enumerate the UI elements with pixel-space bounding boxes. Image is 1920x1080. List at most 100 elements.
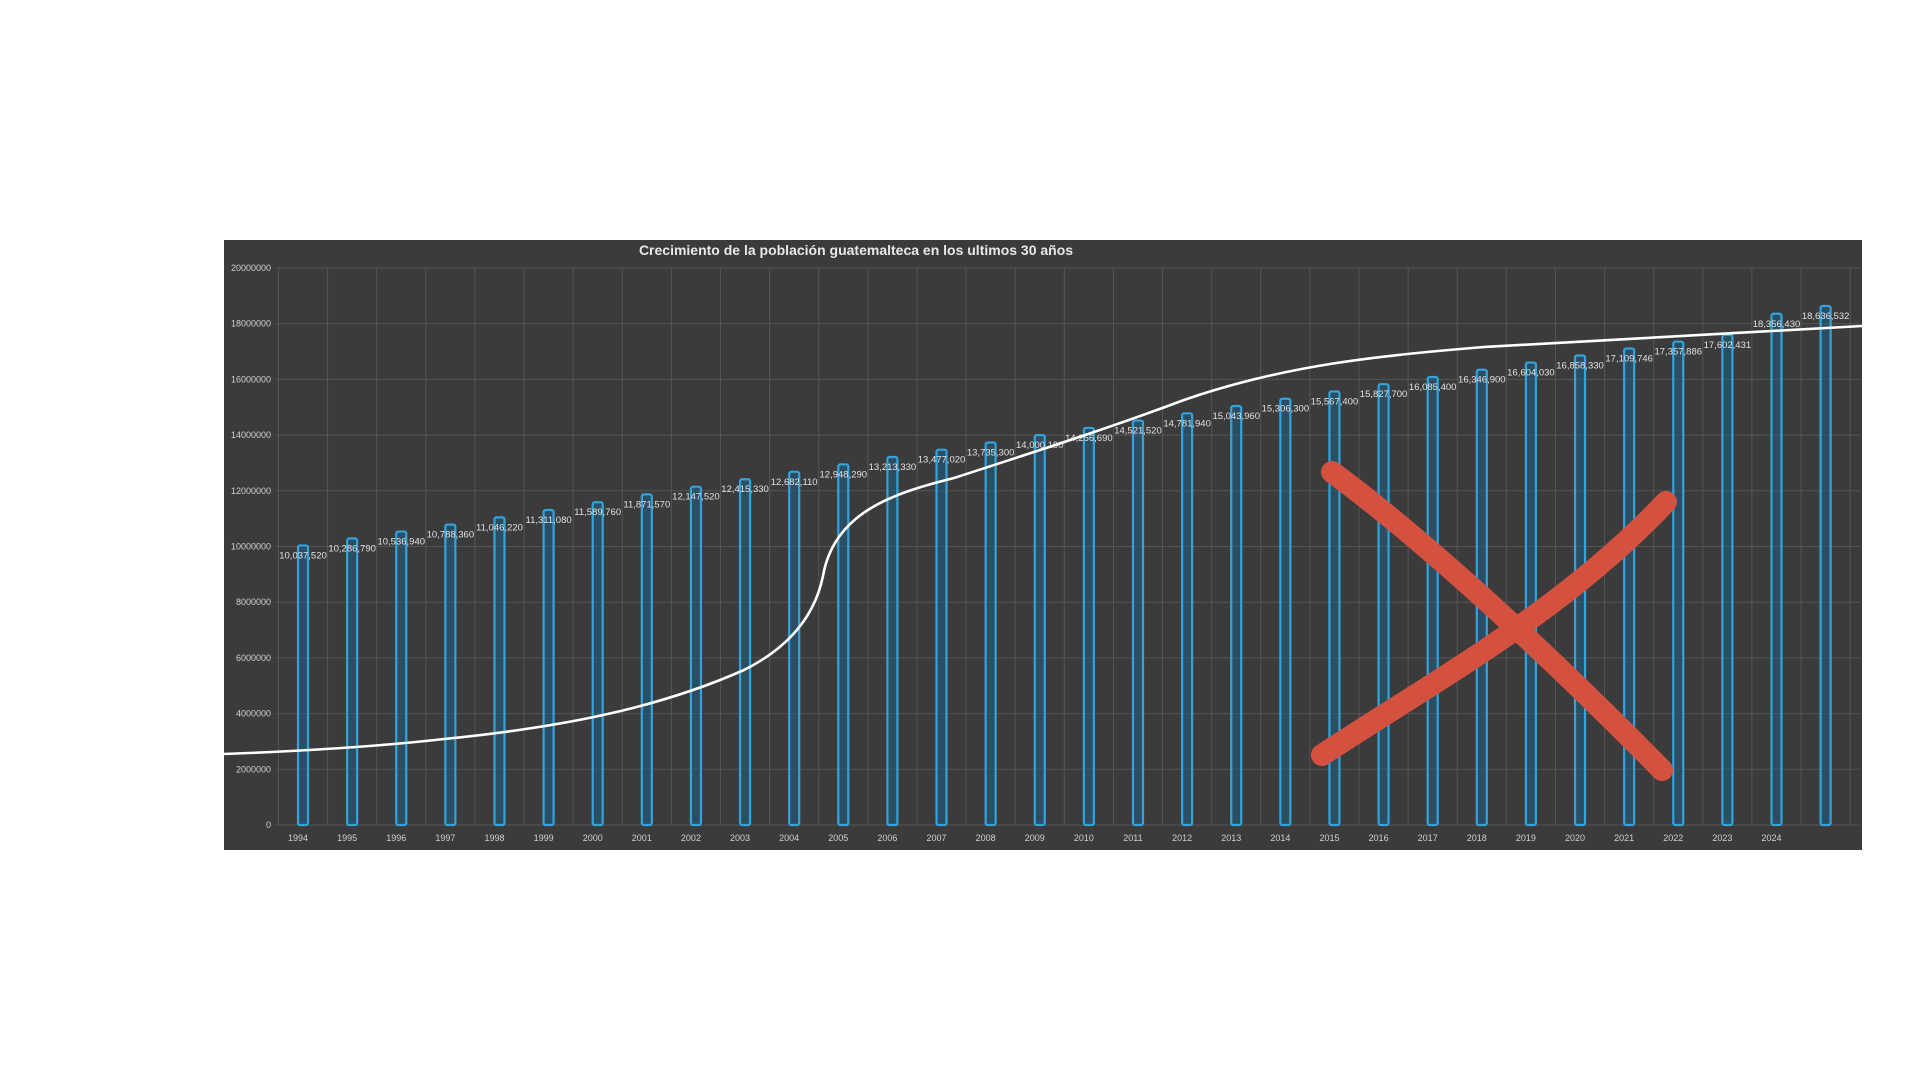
x-tick-label: 2024 [1761,833,1781,843]
y-tick-label: 4000000 [236,709,271,719]
bar [689,485,703,827]
data-label: 12,948,290 [820,469,868,480]
chart-title: Crecimiento de la población guatemalteca… [639,242,1073,258]
bar-chart: Crecimiento de la población guatemalteca… [224,242,1862,843]
x-tick-label: 2001 [632,833,652,843]
x-tick-label: 2014 [1270,833,1290,843]
data-label: 17,109,746 [1605,353,1653,364]
bar [296,544,310,827]
data-label: 10,037,520 [279,550,327,561]
data-label: 12,415,330 [721,484,769,495]
data-label: 18,636,532 [1802,311,1850,322]
overlay-curve [224,324,1862,756]
data-label: 10,286,790 [328,544,376,555]
data-label: 11,311,080 [526,515,572,526]
y-tick-label: 16000000 [231,374,271,384]
cross-stroke-2 [1311,491,1677,766]
bar [591,501,604,827]
data-label: 15,306,300 [1262,404,1310,415]
bar [1131,419,1145,827]
data-label: 18,356,430 [1753,319,1801,330]
x-tick-label: 2005 [828,833,848,843]
bar [1033,433,1046,827]
bar [395,530,408,827]
bar [1377,383,1390,827]
x-tick-label: 2015 [1319,833,1339,843]
y-tick-label: 6000000 [236,653,271,663]
data-label: 14,521,520 [1114,426,1162,437]
data-label: 14,256,690 [1065,433,1113,444]
x-tick-label: 2004 [779,833,799,843]
bar [1672,340,1685,827]
x-tick-label: 2017 [1418,833,1438,843]
data-label: 13,213,330 [869,462,917,473]
data-label: 13,735,300 [967,447,1015,458]
x-tick-label: 1994 [288,833,308,843]
x-tick-label: 2021 [1614,833,1634,843]
y-tick-label: 2000000 [236,764,271,774]
data-label: 16,604,030 [1507,368,1555,379]
x-tick-label: 2023 [1712,833,1732,843]
x-tick-label: 1996 [386,833,406,843]
data-labels-layer: 10,037,52010,286,79010,536,94010,788,360… [279,311,1849,561]
bar [640,493,653,827]
y-tick-label: 18000000 [231,319,271,329]
x-tick-label: 2002 [681,833,701,843]
x-tick-label: 2012 [1172,833,1192,843]
bar [837,463,850,827]
bar [984,441,997,827]
bar [346,537,359,827]
bar [1181,412,1194,827]
x-tick-label: 1999 [534,833,554,843]
data-label: 15,043,960 [1212,411,1260,422]
x-tick-label: 2011 [1123,833,1142,843]
bar [1328,390,1341,827]
bar [1819,304,1832,827]
x-tick-label: 2003 [730,833,750,843]
data-label: 17,602,431 [1704,340,1752,351]
data-label: 12,682,110 [771,477,818,488]
bar [1770,312,1783,827]
data-label: 11,589,760 [574,507,621,518]
bar [493,516,506,827]
x-tick-label: 2022 [1663,833,1683,843]
cross-stroke-1 [1321,461,1673,781]
data-label: 15,567,400 [1311,396,1359,407]
data-label: 16,858,330 [1556,360,1604,371]
y-tick-label: 0 [266,820,271,830]
data-label: 17,357,886 [1654,347,1702,358]
x-tick-label: 2010 [1074,833,1094,843]
y-tick-label: 10000000 [231,542,271,552]
bar [444,523,457,827]
x-tick-label: 2019 [1516,833,1536,843]
bar [1524,361,1538,827]
grid-layer [276,267,1860,826]
x-tick-label: 2013 [1221,833,1241,843]
bar [935,448,948,827]
x-axis-ticks: 1994 1995 1996 1997 1998 1999 2000 2001 2002 2003… [288,833,1782,843]
data-label: 10,788,360 [427,530,475,541]
data-label: 12,147,520 [672,492,720,503]
x-tick-label: 1995 [337,833,357,843]
data-label: 13,477,020 [918,455,966,466]
x-tick-label: 2006 [877,833,897,843]
y-tick-label: 20000000 [231,263,271,273]
x-tick-label: 2000 [583,833,603,843]
bars-layer [296,304,1832,827]
data-label: 15,827,700 [1360,389,1408,400]
bar [1721,333,1734,827]
data-label: 10,536,940 [377,537,425,548]
data-label: 14,781,940 [1163,418,1211,429]
bar [1623,347,1636,827]
data-label: 16,346,900 [1458,375,1506,386]
x-tick-label: 1998 [484,833,504,843]
y-tick-label: 12000000 [231,486,271,496]
data-label: 11,871,570 [623,499,670,510]
chart-panel: Crecimiento de la población guatemalteca… [224,240,1862,850]
y-axis-ticks: 0 2000000 4000000 6000000 8000000 10000000 120… [231,263,271,830]
bar [1426,375,1439,827]
bar [1230,404,1243,827]
bar [1279,397,1292,827]
x-tick-label: 2007 [927,833,947,843]
bar [542,508,555,827]
